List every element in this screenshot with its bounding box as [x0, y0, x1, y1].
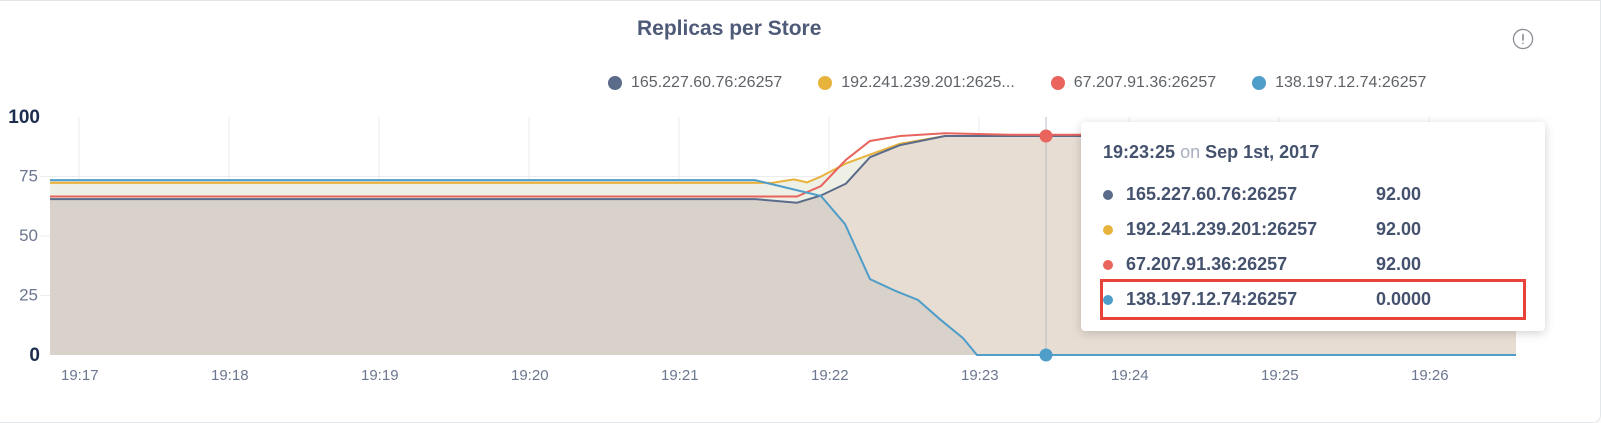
svg-text:19:24: 19:24: [1111, 367, 1149, 384]
svg-text:100: 100: [8, 107, 40, 128]
svg-text:19:18: 19:18: [211, 367, 249, 384]
svg-text:19:17: 19:17: [61, 367, 99, 384]
svg-text:19:22: 19:22: [811, 367, 849, 384]
svg-text:75: 75: [19, 167, 38, 186]
svg-text:19:25: 19:25: [1261, 367, 1299, 384]
svg-text:19:20: 19:20: [511, 367, 549, 384]
svg-text:25: 25: [19, 286, 38, 305]
svg-text:50: 50: [19, 226, 38, 245]
svg-text:0: 0: [29, 345, 40, 366]
svg-text:19:19: 19:19: [361, 367, 399, 384]
svg-text:19:23: 19:23: [961, 367, 999, 384]
svg-text:19:21: 19:21: [661, 367, 699, 384]
svg-text:19:26: 19:26: [1411, 367, 1449, 384]
